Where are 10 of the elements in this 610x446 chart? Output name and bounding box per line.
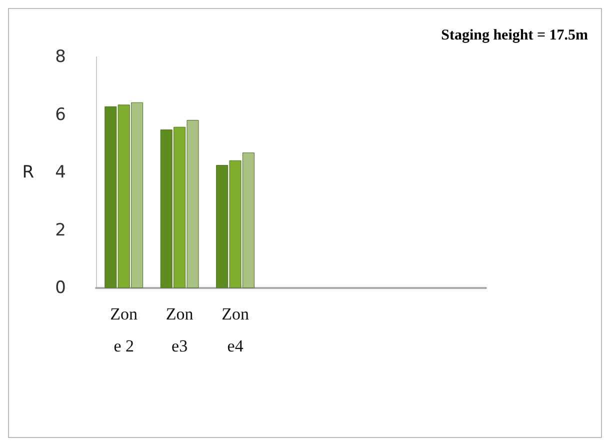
y-tick-label: 0 <box>55 278 66 298</box>
y-tick-label: 6 <box>55 104 66 125</box>
y-tick-label: 8 <box>55 47 66 67</box>
y-tick-label: 4 <box>55 162 66 182</box>
x-tick-label: Zone3 <box>166 304 194 356</box>
x-tick-label: Zone4 <box>222 304 250 356</box>
y-axis-title: R <box>22 162 34 182</box>
chart-title: Staging height = 17.5m <box>441 28 589 44</box>
x-tick-label: Zone 2 <box>110 304 138 356</box>
y-tick-label: 2 <box>55 220 66 240</box>
